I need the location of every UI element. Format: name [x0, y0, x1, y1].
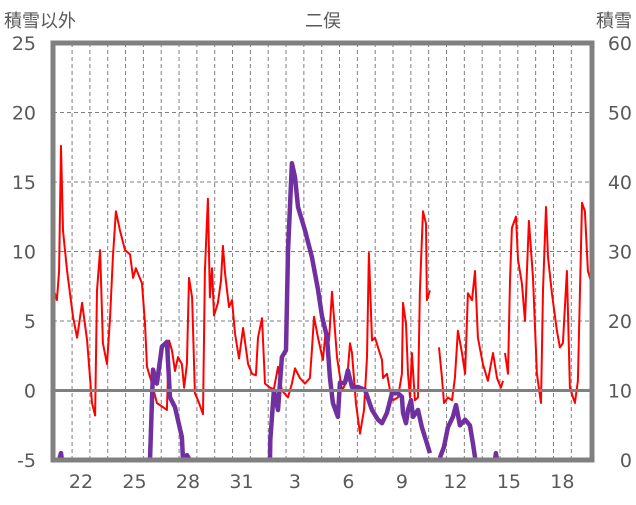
x-tick-label: 18: [550, 471, 574, 493]
left-tick-label: -5: [17, 450, 36, 472]
series-lines: [52, 144, 593, 463]
left-tick-label: 10: [12, 242, 36, 264]
chart-title: 二俣: [305, 11, 341, 32]
left-axis-label: 積雪以外: [4, 11, 76, 32]
x-tick-label: 15: [497, 471, 521, 493]
frame-rect: [50, 40, 595, 463]
x-tick-label: 9: [396, 471, 408, 493]
other-value-line: [52, 144, 593, 435]
left-tick-label: 25: [12, 33, 36, 55]
right-tick-label: 60: [608, 33, 632, 55]
x-tick-label: 22: [69, 471, 93, 493]
right-tick-label: 20: [608, 311, 632, 333]
x-tick-label: 25: [122, 471, 146, 493]
x-tick-label: 28: [176, 471, 200, 493]
right-tick-label: 30: [608, 242, 632, 264]
left-tick-label: 20: [12, 103, 36, 125]
right-tick-label: 50: [608, 103, 632, 125]
right-tick-label: 40: [608, 172, 632, 194]
right-axis-label: 積雪: [596, 11, 632, 32]
x-tick-label: 3: [289, 471, 301, 493]
right-tick-label: 10: [608, 381, 632, 403]
right-tick-label: 0: [620, 450, 632, 472]
left-tick-label: 5: [24, 311, 36, 333]
left-tick-label: 0: [24, 381, 36, 403]
snow-depth-line: [53, 160, 592, 463]
plot-frame: [50, 40, 595, 463]
x-tick-label: 31: [229, 471, 253, 493]
x-tick-label: 6: [342, 471, 354, 493]
x-tick-label: 12: [443, 471, 467, 493]
tick-labels: -5 0 5 10 15 20 25 0 10 20 30 40 50 60 22 25 28 31 3 6 9 12 15…: [12, 33, 632, 493]
left-tick-label: 15: [12, 172, 36, 194]
